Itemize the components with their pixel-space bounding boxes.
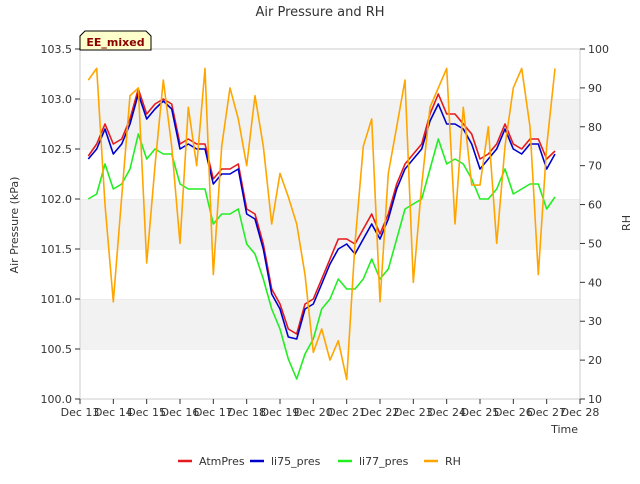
plot-frame xyxy=(79,48,581,400)
grid-band xyxy=(80,149,580,199)
legend-label: AtmPres xyxy=(199,455,245,468)
y-right-tick-label: 90 xyxy=(588,82,602,95)
y-left-tick-label: 100.5 xyxy=(41,343,73,356)
grid-band xyxy=(80,349,580,399)
y-right-tick-label: 80 xyxy=(588,121,602,134)
y-right-tick-label: 60 xyxy=(588,199,602,212)
x-tick-label: Dec 18 xyxy=(227,406,266,419)
x-tick-label: Dec 17 xyxy=(194,406,233,419)
series-line-rh xyxy=(87,67,556,381)
y-left-tick-label: 102.5 xyxy=(41,143,73,156)
y-right-tick-label: 70 xyxy=(588,160,602,173)
y-left-tick-label: 100.0 xyxy=(41,393,73,406)
axes-layer: 100.0 100.5 101.0 101.5 102.0 102.5 103.0 103.5… xyxy=(41,43,610,419)
grid-band xyxy=(80,49,580,99)
legend: AtmPres li75_pres li77_pres RH xyxy=(178,455,461,468)
annotation-label: EE_mixed xyxy=(86,36,144,49)
series-line-li77_pres xyxy=(87,133,556,380)
annotation-box: EE_mixed xyxy=(79,30,152,51)
legend-item-li77_pres: li77_pres xyxy=(338,455,409,468)
legend-label: li75_pres xyxy=(271,455,321,468)
grid-bands xyxy=(80,48,580,399)
x-tick-label: Dec 23 xyxy=(394,406,433,419)
y-left-tick-label: 101.5 xyxy=(41,243,73,256)
x-tick-label: Dec 28 xyxy=(561,406,600,419)
legend-item-li75_pres: li75_pres xyxy=(250,455,321,468)
legend-label: li77_pres xyxy=(359,455,409,468)
x-tick-label: Dec 13 xyxy=(61,406,100,419)
x-tick-label: Dec 14 xyxy=(94,406,133,419)
x-tick-label: Dec 27 xyxy=(527,406,566,419)
series-layer xyxy=(87,67,556,381)
y-axis-right-label: RH xyxy=(620,215,633,231)
legend-item-rh: RH xyxy=(424,455,461,468)
y-right-tick-label: 10 xyxy=(588,393,602,406)
x-axis-label: Time xyxy=(550,423,578,436)
y-right-tick-label: 50 xyxy=(588,237,602,250)
y-left-tick-label: 103.5 xyxy=(41,43,73,56)
y-right-tick-label: 40 xyxy=(588,276,602,289)
y-left-tick-label: 102.0 xyxy=(41,193,73,206)
grid-band xyxy=(80,99,580,149)
x-tick-label: Dec 22 xyxy=(361,406,400,419)
y-right-tick-label: 30 xyxy=(588,315,602,328)
chart-title: Air Pressure and RH xyxy=(255,5,384,20)
x-tick-label: Dec 19 xyxy=(261,406,300,419)
x-tick-label: Dec 16 xyxy=(161,406,200,419)
grid-band xyxy=(80,299,580,349)
x-tick-label: Dec 21 xyxy=(327,406,366,419)
y-left-tick-label: 103.0 xyxy=(41,93,73,106)
x-tick-label: Dec 15 xyxy=(127,406,166,419)
x-tick-label: Dec 25 xyxy=(461,406,500,419)
y-left-tick-label: 101.0 xyxy=(41,293,73,306)
y-right-tick-label: 20 xyxy=(588,354,602,367)
grid-band xyxy=(80,199,580,249)
legend-item-atmpres: AtmPres xyxy=(178,455,245,468)
y-right-tick-label: 100 xyxy=(588,43,609,56)
x-tick-label: Dec 20 xyxy=(294,406,333,419)
grid-band xyxy=(80,249,580,299)
y-axis-left-label: Air Pressure (kPa) xyxy=(8,177,21,274)
x-tick-label: Dec 24 xyxy=(427,406,466,419)
x-tick-label: Dec 26 xyxy=(494,406,533,419)
legend-label: RH xyxy=(445,455,461,468)
